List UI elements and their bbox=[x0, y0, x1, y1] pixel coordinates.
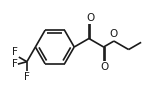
Text: F: F bbox=[12, 59, 17, 69]
Text: F: F bbox=[12, 47, 18, 57]
Text: O: O bbox=[101, 62, 109, 72]
Text: F: F bbox=[24, 72, 30, 81]
Text: O: O bbox=[86, 13, 94, 23]
Text: O: O bbox=[110, 29, 118, 39]
